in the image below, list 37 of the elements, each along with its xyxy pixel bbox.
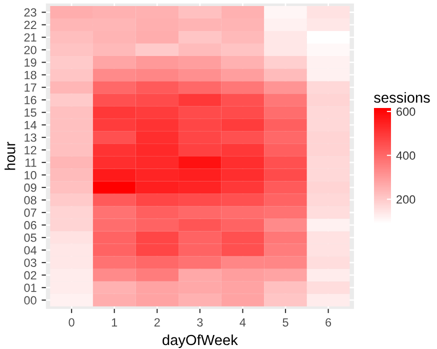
y-tick-label: 09 (24, 184, 36, 192)
x-tick-label: 3 (197, 318, 203, 327)
color-bar-title: sessions (374, 92, 430, 103)
y-tick-label: 07 (24, 208, 36, 217)
x-axis-title: dayOfWeek (162, 334, 238, 348)
y-tick-label: 20 (24, 46, 36, 54)
y-tick-label: 03 (24, 258, 36, 267)
y-tick-label: 12 (24, 146, 36, 154)
x-tick-label: 0 (68, 318, 74, 327)
y-tick-label: 04 (24, 246, 37, 254)
y-tick-label: 17 (24, 84, 36, 92)
y-tick-label: 19 (24, 58, 36, 67)
y-tick-label: 21 (24, 33, 36, 42)
y-tick-label: 22 (24, 20, 36, 30)
y-tick-label: 10 (24, 170, 36, 180)
x-tick-label: 5 (282, 318, 288, 327)
color-bar-label: 600 (396, 108, 416, 116)
y-tick-label: 01 (24, 284, 36, 292)
x-tick-label: 2 (154, 318, 160, 326)
y-tick-label: 18 (24, 70, 36, 80)
y-axis-title: hour (4, 142, 16, 170)
x-tick-label: 6 (326, 318, 332, 327)
y-tick-label: 02 (24, 271, 36, 280)
y-tick-label: 08 (24, 196, 36, 204)
color-bar-label: 200 (396, 195, 416, 204)
y-tick-label: 14 (24, 121, 37, 130)
x-tick-label: 1 (112, 318, 118, 326)
y-tick-label: 06 (24, 221, 36, 230)
x-tick-label: 4 (240, 318, 246, 326)
y-tick-label: 16 (24, 96, 36, 104)
color-bar-label: 400 (396, 151, 416, 160)
y-tick-label: 13 (24, 133, 36, 142)
y-tick-label: 23 (24, 8, 36, 17)
y-tick-label: 11 (26, 158, 36, 167)
y-tick-label: 05 (24, 234, 36, 242)
y-tick-label: 15 (24, 108, 36, 117)
y-tick-label: 00 (24, 296, 36, 304)
